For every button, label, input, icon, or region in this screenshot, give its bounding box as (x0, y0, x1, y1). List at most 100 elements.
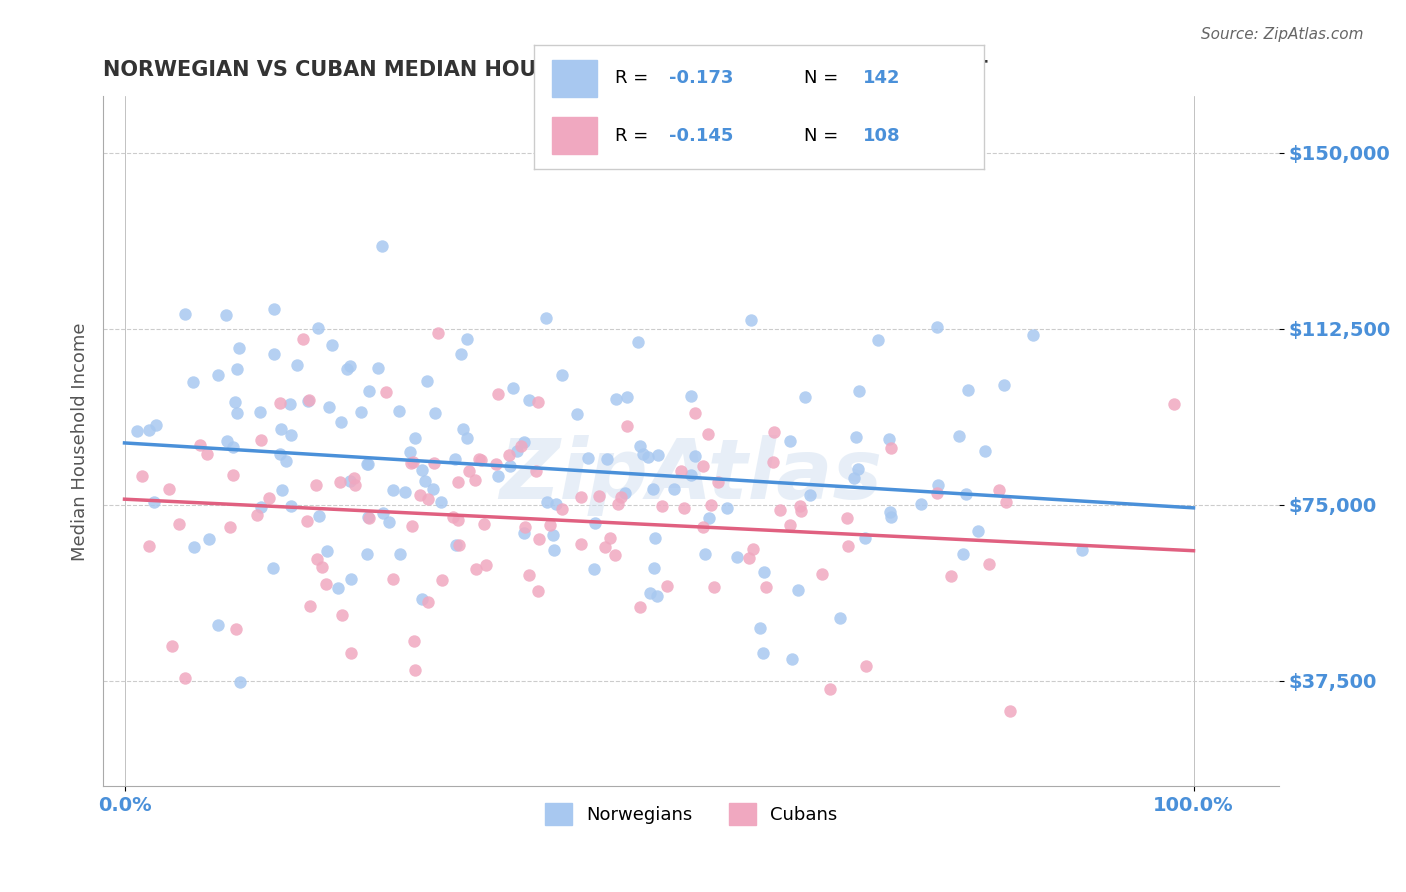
Point (628, 439, 651, 453)
Point (278, 397, 301, 411)
Point (569, 537, 592, 551)
Point (879, 510, 901, 524)
Text: -0.173: -0.173 (669, 70, 734, 87)
Point (613, 485, 636, 500)
Point (877, 433, 900, 447)
Point (470, 453, 492, 467)
Point (664, 482, 686, 496)
Point (401, 519, 423, 533)
Point (692, 458, 714, 473)
Point (329, 475, 352, 489)
Point (879, 505, 901, 519)
Point (195, 447, 218, 461)
Point (269, 396, 291, 410)
Point (673, 501, 696, 516)
Text: Source: ZipAtlas.com: Source: ZipAtlas.com (1201, 27, 1364, 42)
Point (329, 415, 352, 429)
Text: NORWEGIAN VS CUBAN MEDIAN HOUSEHOLD INCOME CORRELATION CHART: NORWEGIAN VS CUBAN MEDIAN HOUSEHOLD INCO… (103, 60, 988, 79)
Point (681, 389, 703, 403)
Point (422, 482, 444, 496)
Point (339, 572, 361, 586)
Text: 142: 142 (863, 70, 900, 87)
Point (262, 561, 284, 575)
Point (215, 434, 238, 449)
Point (157, 483, 180, 497)
Text: N =: N = (804, 127, 844, 145)
Point (994, 494, 1017, 508)
Point (769, 502, 792, 516)
Text: -0.145: -0.145 (669, 127, 734, 145)
Point (830, 610, 852, 624)
Point (131, 469, 153, 483)
Point (328, 581, 350, 595)
Point (543, 527, 565, 541)
Point (344, 477, 367, 491)
Point (973, 443, 995, 458)
Point (762, 455, 785, 469)
Legend: Norwegians, Cubans: Norwegians, Cubans (537, 797, 845, 832)
Point (441, 510, 464, 524)
Point (138, 539, 160, 553)
Point (308, 508, 330, 523)
Point (246, 508, 269, 522)
Point (305, 552, 328, 566)
Point (529, 532, 551, 546)
Point (513, 526, 536, 541)
Point (515, 520, 537, 534)
Point (752, 646, 775, 660)
Point (588, 489, 610, 503)
Point (703, 580, 725, 594)
Point (544, 497, 567, 511)
Point (1022, 328, 1045, 343)
Point (359, 384, 381, 399)
Point (263, 347, 285, 361)
Point (527, 584, 550, 599)
Point (356, 547, 378, 561)
Point (486, 387, 509, 401)
Point (644, 531, 666, 545)
Point (669, 464, 692, 478)
Point (125, 424, 148, 438)
Point (291, 332, 314, 346)
Point (142, 494, 165, 508)
Point (356, 457, 378, 471)
Point (371, 238, 394, 252)
Point (432, 574, 454, 588)
Point (270, 422, 292, 436)
Point (988, 483, 1011, 497)
Point (451, 422, 474, 436)
Point (418, 491, 440, 506)
Point (388, 404, 411, 418)
Point (716, 501, 738, 516)
Point (524, 464, 547, 478)
Point (263, 302, 285, 317)
Point (725, 549, 748, 564)
Point (259, 491, 281, 505)
Point (145, 418, 167, 433)
Point (763, 425, 786, 439)
Point (444, 538, 467, 552)
Point (404, 431, 426, 445)
Point (740, 313, 762, 327)
Point (616, 391, 638, 405)
Point (1163, 396, 1185, 410)
Point (357, 510, 380, 524)
Point (464, 473, 486, 487)
Point (506, 443, 529, 458)
Point (188, 438, 211, 452)
Point (637, 450, 659, 464)
Point (499, 458, 522, 473)
Point (485, 457, 508, 471)
Point (789, 500, 811, 514)
FancyBboxPatch shape (553, 60, 598, 97)
Point (343, 471, 366, 485)
Text: 108: 108 (863, 127, 900, 145)
Point (336, 362, 359, 376)
Point (967, 524, 990, 539)
Point (404, 664, 426, 678)
Point (952, 547, 974, 561)
Point (198, 532, 221, 546)
Point (699, 498, 721, 512)
Point (226, 406, 249, 420)
Point (627, 334, 650, 349)
